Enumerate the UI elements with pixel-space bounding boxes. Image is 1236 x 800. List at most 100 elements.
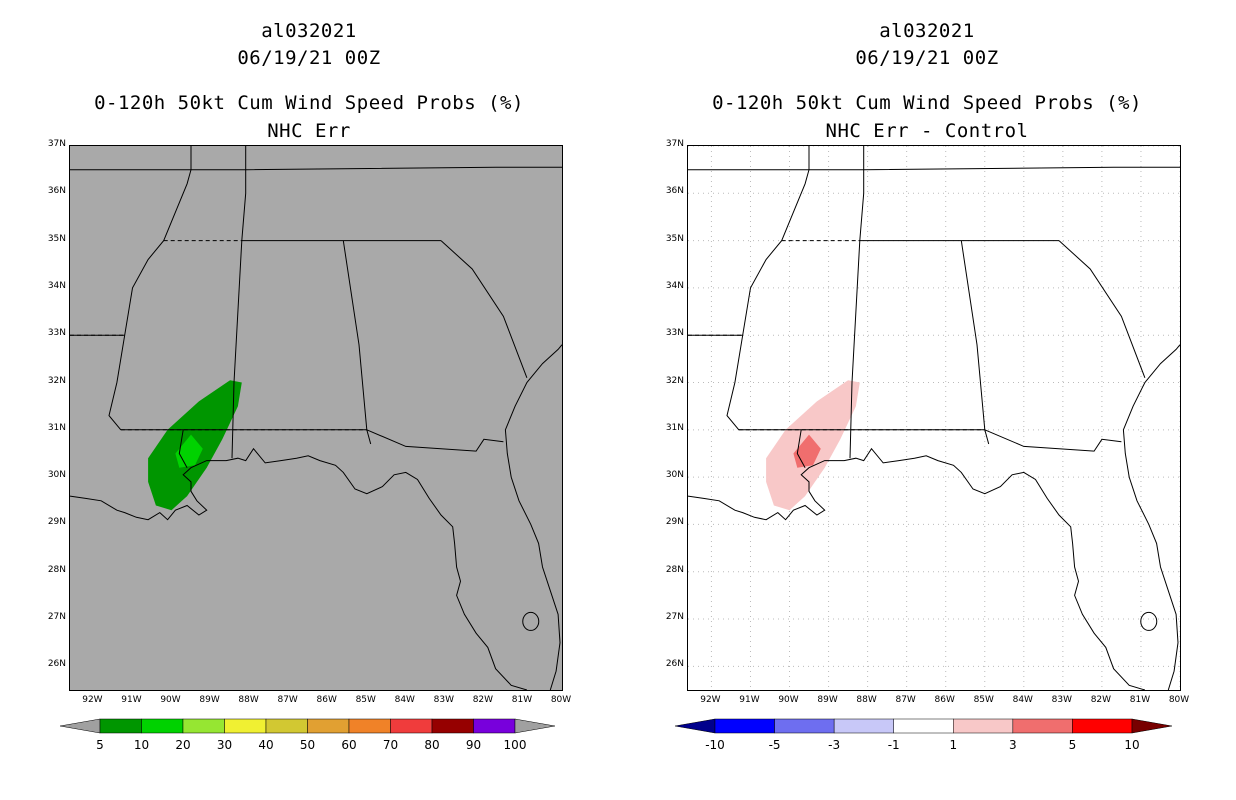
product-title: 0-120h 50kt Cum Wind Speed Probs (%) <box>712 92 1142 114</box>
legend-tick-label: 20 <box>175 738 191 752</box>
legend-tick-label: 40 <box>258 738 274 752</box>
forecast-time-title: 06/19/21 00Z <box>855 47 999 69</box>
longitude-label: 90W <box>160 695 181 705</box>
legend-tick-label: 50 <box>299 738 316 752</box>
legend-tick-label: -5 <box>768 738 781 752</box>
legend-tick-label: 5 <box>96 738 104 752</box>
probability-map <box>69 145 563 691</box>
latitude-label: 31N <box>665 422 684 433</box>
state-boundary <box>366 429 504 452</box>
legend-low-arrow <box>60 718 101 734</box>
latitude-label: 34N <box>47 280 66 291</box>
longitude-label: 87W <box>895 695 916 705</box>
legend-tick-label: 3 <box>1009 738 1017 752</box>
state-boundary <box>178 429 188 468</box>
latitude-label: 27N <box>665 612 684 623</box>
legend-color-segment <box>774 718 835 734</box>
legend-color-segment <box>265 718 308 734</box>
difference-map <box>687 145 1181 691</box>
longitude-label: 92W <box>700 695 721 705</box>
color-legend <box>675 718 1172 734</box>
legend-color-segment <box>473 718 516 734</box>
atlantic-coastline <box>504 344 562 690</box>
longitude-label: 90W <box>778 695 799 705</box>
longitude-label: 86W <box>934 695 955 705</box>
state-boundary <box>70 166 562 171</box>
longitude-label: 83W <box>433 695 455 705</box>
state-boundary <box>1058 240 1146 378</box>
legend-color-segment <box>714 718 775 734</box>
longitude-label: 92W <box>82 695 103 705</box>
longitude-label: 87W <box>277 695 298 705</box>
legend-tick-label: 100 <box>503 738 527 752</box>
latitude-label: 32N <box>47 375 66 386</box>
lake-okeechobee <box>522 611 540 631</box>
legend-color-segment <box>1012 718 1073 734</box>
legend-tick-label: 5 <box>1068 738 1077 752</box>
longitude-label: 88W <box>238 695 259 705</box>
state-boundary <box>859 146 865 241</box>
latitude-label: 28N <box>47 564 66 575</box>
gulf-coastline <box>688 447 1146 690</box>
longitude-label: 82W <box>472 695 494 705</box>
atlantic-coastline <box>1122 344 1180 690</box>
latitude-label: 26N <box>665 659 684 670</box>
latitude-label: 26N <box>47 659 66 670</box>
legend-tick-label: -10 <box>705 738 725 752</box>
latitude-label: 33N <box>47 328 66 339</box>
map-canvas <box>688 146 1180 690</box>
legend-color-segment <box>182 718 225 734</box>
state-boundary <box>849 240 861 459</box>
product-title: 0-120h 50kt Cum Wind Speed Probs (%) <box>94 92 524 114</box>
latitude-label: 36N <box>665 186 684 197</box>
legend-tick-label: 10 <box>1124 738 1140 752</box>
subtitle: NHC Err <box>267 120 351 142</box>
longitude-label: 81W <box>1129 695 1151 705</box>
latitude-label: 27N <box>47 612 66 623</box>
state-boundary <box>960 240 990 445</box>
legend-tick-label: 80 <box>424 738 440 752</box>
lake-okeechobee <box>1140 611 1158 631</box>
legend-color-segment <box>431 718 474 734</box>
latitude-label: 29N <box>665 517 684 528</box>
legend-color-segment <box>953 718 1014 734</box>
latitude-label: 35N <box>47 233 66 244</box>
latitude-label: 34N <box>665 280 684 291</box>
state-boundary <box>231 240 243 459</box>
right-map-panel: al032021 06/19/21 00Z 0-120h 50kt Cum Wi… <box>618 0 1236 800</box>
legend-low-arrow <box>675 718 716 734</box>
legend-high-arrow <box>514 718 555 734</box>
latitude-label: 33N <box>665 328 684 339</box>
longitude-label: 89W <box>199 695 220 705</box>
state-boundary <box>726 335 744 431</box>
legend-color-segment <box>1072 718 1133 734</box>
legend-color-segment <box>307 718 350 734</box>
longitude-label: 85W <box>973 695 994 705</box>
subtitle: NHC Err - Control <box>825 120 1029 142</box>
longitude-label: 84W <box>394 695 415 705</box>
legend-tick-label: 30 <box>216 738 233 752</box>
latitude-label: 37N <box>47 139 66 149</box>
latitude-label: 36N <box>47 186 66 197</box>
longitude-label: 81W <box>511 695 533 705</box>
longitude-label: 85W <box>355 695 376 705</box>
map-canvas <box>70 146 562 690</box>
legend-color-segment <box>224 718 267 734</box>
longitude-label: 82W <box>1090 695 1112 705</box>
legend-tick-label: 70 <box>382 738 399 752</box>
state-boundary <box>342 240 372 445</box>
state-boundary <box>108 335 126 431</box>
storm-id-title: al032021 <box>261 20 357 42</box>
longitude-label: 89W <box>817 695 838 705</box>
latitude-label: 28N <box>665 564 684 575</box>
longitude-label: 83W <box>1051 695 1073 705</box>
legend-tick-label: 10 <box>133 738 150 752</box>
latitude-label: 32N <box>665 375 684 386</box>
legend-tick-label: -3 <box>828 738 841 752</box>
state-boundary <box>796 429 806 468</box>
gulf-coastline <box>70 447 528 690</box>
longitude-label: 84W <box>1012 695 1033 705</box>
legend-color-segment <box>99 718 142 734</box>
latitude-label: 30N <box>47 470 66 481</box>
longitude-label: 80W <box>550 695 572 705</box>
